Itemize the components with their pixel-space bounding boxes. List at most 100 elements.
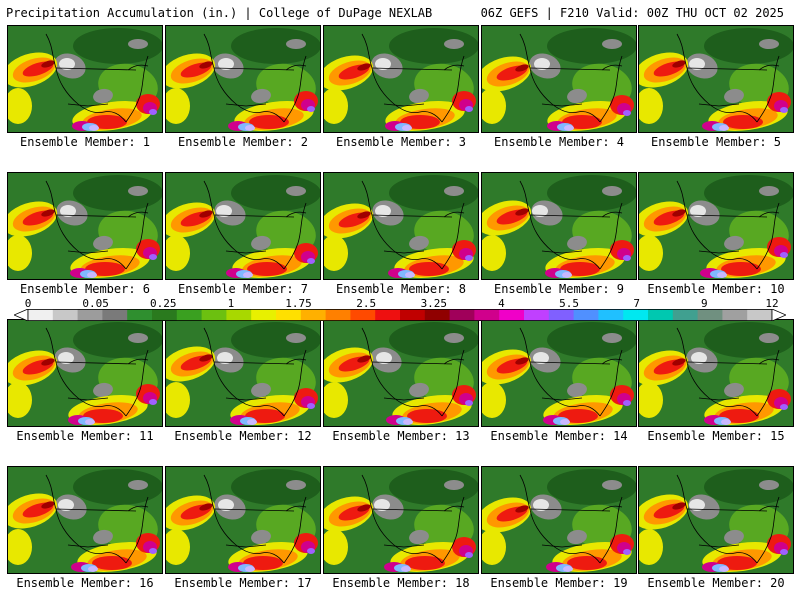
colorbar-segment [449,309,475,321]
ensemble-member-map[interactable] [323,25,479,133]
precip-area [199,61,213,69]
map-outline [599,496,623,564]
ensemble-member-map[interactable] [481,319,637,427]
dry-area [128,186,148,196]
precip-map [639,26,793,132]
map-outline [203,180,285,270]
dry-area [251,88,271,104]
map-outline [283,496,307,564]
precip-area [639,235,663,271]
map-outline [698,544,740,548]
precip-area [243,272,253,278]
map-outline [441,349,465,417]
precip-colorbar: 0 0.05 0.25 1 1.75 2.5 3.25 4 5.5 7 9 12 [14,297,786,323]
map-outline [529,508,611,512]
dry-area [602,480,622,490]
map-outline [758,64,780,71]
ensemble-member-map[interactable] [7,319,163,427]
ensemble-member-label: Ensemble Member: 18 [332,576,470,590]
ensemble-member-map[interactable] [7,466,163,574]
map-outline [67,397,109,401]
dry-area [533,352,549,364]
precip-area [547,322,636,358]
precip-area [465,400,473,406]
map-outline [127,358,149,365]
precip-area [389,175,478,211]
precip-area [639,382,663,418]
map-outline [676,33,758,123]
ensemble-member-map[interactable] [7,172,163,280]
dry-area [759,480,779,490]
ensemble-member-map[interactable] [481,25,637,133]
precip-area [149,109,157,115]
precip-area [515,64,529,72]
ensemble-member-map[interactable] [638,319,794,427]
precip-area [672,502,686,510]
ensemble-member-map[interactable] [323,172,479,280]
precip-area [245,125,255,131]
colorbar-segment [672,309,699,321]
map-outline [285,358,307,365]
dry-area [532,205,548,217]
dry-area [724,88,744,104]
map-outline [599,55,623,123]
precip-area [719,125,729,131]
precip-area [721,419,731,425]
ensemble-member-map[interactable] [165,466,321,574]
ensemble-member-map[interactable] [638,25,794,133]
map-outline [698,397,740,401]
map-outline [55,508,137,512]
dry-area [409,235,429,251]
map-outline [519,180,601,270]
map-outline [541,250,583,254]
precip-area [73,28,162,64]
ensemble-member-map[interactable] [165,25,321,133]
colorbar-tick-label: 1.75 [285,297,312,310]
map-outline [541,103,583,107]
dry-area [759,186,779,196]
precip-area [231,175,320,211]
precip-area [407,409,447,423]
ensemble-member-map[interactable] [7,25,163,133]
ensemble-member-map[interactable] [323,319,479,427]
colorbar-tick-label: 2.5 [356,297,377,310]
precip-area [92,556,132,570]
dry-area [58,352,74,364]
ensemble-member-map[interactable] [481,466,637,574]
ensemble-member-label: Ensemble Member: 3 [335,135,467,149]
precip-area [560,419,570,425]
colorbar-tick-label: 4 [498,297,505,310]
colorbar-tick-label: 0.25 [150,297,177,310]
colorbar-segment [623,309,649,321]
dry-area [375,205,391,217]
ensemble-member-map[interactable] [165,319,321,427]
map-outline [676,327,758,417]
ensemble-member-label: Ensemble Member: 6 [19,282,151,296]
dry-area [724,235,744,251]
map-outline [285,211,307,218]
precip-area [247,262,287,276]
map-outline [213,67,295,71]
precip-area [721,262,761,276]
map-outline [601,211,623,218]
ensemble-member-map[interactable] [481,172,637,280]
ensemble-member-map[interactable] [165,172,321,280]
map-outline [756,349,780,417]
colorbar-segment [598,309,624,321]
map-outline [225,250,267,254]
colorbar-tick-label: 7 [633,297,641,310]
map-outline [285,64,307,71]
map-outline [361,327,443,417]
precip-area [8,529,32,565]
ensemble-member-map[interactable] [638,466,794,574]
colorbar-segment [300,309,327,321]
map-outline [225,544,267,548]
map-outline [127,211,149,218]
ensemble-member-map[interactable] [323,466,479,574]
ensemble-member-label: Ensemble Member: 10 [647,282,785,296]
ensemble-member-map[interactable] [638,172,794,280]
precip-area [482,88,506,124]
ensemble-member-label: Ensemble Member: 14 [490,429,628,443]
colorbar-segment [648,309,674,321]
dry-area [602,39,622,49]
